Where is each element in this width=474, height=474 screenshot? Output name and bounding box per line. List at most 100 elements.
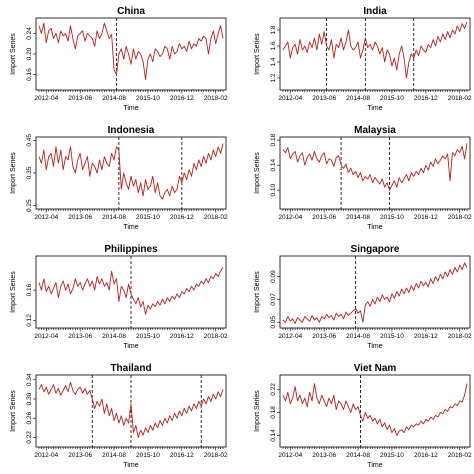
- y-axis-label: Import Series: [10, 390, 17, 432]
- x-tick-label: 2016-12: [414, 214, 438, 221]
- x-tick-label: 2018-02: [448, 452, 472, 459]
- panel-title: Malaysia: [354, 125, 396, 136]
- plot-frame: [279, 374, 471, 448]
- x-tick-label: 2015-10: [136, 452, 160, 459]
- y-tick-label: 0.20: [26, 47, 33, 60]
- x-tick-label: 2015-10: [136, 95, 160, 102]
- x-tick-label: 2018-02: [448, 95, 472, 102]
- x-tick-label: 2012-04: [34, 452, 58, 459]
- panel-title: Philippines: [104, 244, 158, 255]
- x-tick-label: 2016-12: [414, 95, 438, 102]
- x-tick-label: 2014-08: [102, 214, 126, 221]
- x-tick-label: 2018-02: [204, 95, 228, 102]
- series-line: [282, 21, 468, 79]
- x-tick-label: 2013-06: [312, 452, 336, 459]
- x-tick-label: 2014-08: [346, 95, 370, 102]
- panel-viet-nam: Viet Nam 2012-04 2013-06 2014-08 2015-10 2016…: [254, 363, 472, 469]
- y-axis-label: Import Series: [254, 33, 261, 75]
- y-tick-label: 0.26: [26, 411, 33, 424]
- x-tick-label: 2012-04: [34, 95, 58, 102]
- panel-indonesia: Indonesia 2012-04 2013-06 2014-08 2015-10 201…: [10, 125, 228, 231]
- series-line: [282, 383, 468, 436]
- y-tick-label: 0.25: [26, 199, 33, 212]
- y-tick-label: 0.16: [26, 283, 33, 296]
- panel-title: China: [117, 6, 145, 17]
- x-axis-label: Time: [367, 343, 382, 350]
- plot-frame: [35, 136, 227, 210]
- y-tick-label: 0.18: [270, 133, 277, 146]
- x-tick-label: 2013-06: [312, 333, 336, 340]
- x-tick-label: 2015-10: [380, 452, 404, 459]
- y-axis-label: Import Series: [10, 33, 17, 75]
- x-tick-label: 2014-08: [346, 214, 370, 221]
- x-tick-label: 2012-04: [278, 452, 302, 459]
- plot-frame: [279, 255, 471, 329]
- x-tick-label: 2013-06: [68, 214, 92, 221]
- x-tick-label: 2013-06: [68, 333, 92, 340]
- x-tick-label: 2018-02: [448, 214, 472, 221]
- x-axis-label: Time: [367, 224, 382, 231]
- x-tick-label: 2015-10: [136, 333, 160, 340]
- panel-title: Thailand: [110, 363, 151, 374]
- panel-title: Indonesia: [108, 125, 155, 136]
- y-tick-label: 0.18: [270, 406, 277, 419]
- panel-title: Singapore: [351, 244, 400, 255]
- series-line: [38, 143, 224, 200]
- y-tick-label: 0.14: [270, 158, 277, 171]
- y-axis-label: Import Series: [10, 152, 17, 194]
- plot-frame: [35, 17, 227, 91]
- y-tick-label: 0.05: [270, 316, 277, 329]
- x-tick-label: 2014-08: [102, 95, 126, 102]
- x-tick-label: 2016-12: [170, 95, 194, 102]
- panel-india: India 2012-04 2013-06 2014-08 2015-10 2016-12…: [254, 6, 472, 112]
- y-axis-label: Import Series: [254, 152, 261, 194]
- x-axis-label: Time: [123, 462, 138, 469]
- y-tick-label: 0.35: [26, 166, 33, 179]
- x-tick-label: 2013-06: [312, 214, 336, 221]
- x-tick-label: 2013-06: [68, 452, 92, 459]
- x-tick-label: 2012-04: [278, 333, 302, 340]
- series-line: [38, 267, 224, 315]
- x-tick-label: 2016-12: [170, 452, 194, 459]
- series-line: [282, 262, 468, 324]
- x-tick-label: 2013-06: [68, 95, 92, 102]
- y-tick-label: 1.4: [270, 57, 277, 66]
- y-tick-label: 0.09: [270, 270, 277, 283]
- x-axis-label: Time: [123, 105, 138, 112]
- x-tick-label: 2018-02: [448, 333, 472, 340]
- series-line: [38, 22, 224, 81]
- y-tick-label: 0.14: [270, 429, 277, 442]
- y-tick-label: 0.30: [26, 392, 33, 405]
- x-tick-label: 2018-02: [204, 452, 228, 459]
- y-tick-label: 0.22: [26, 431, 33, 444]
- y-tick-label: 1.2: [270, 73, 277, 82]
- x-tick-label: 2016-12: [414, 452, 438, 459]
- y-tick-label: 0.45: [26, 134, 33, 147]
- series-line: [282, 143, 468, 191]
- panel-title: Viet Nam: [354, 363, 397, 374]
- x-tick-label: 2018-02: [204, 333, 228, 340]
- y-tick-label: 1.8: [270, 25, 277, 34]
- x-axis-label: Time: [123, 343, 138, 350]
- series-line: [38, 381, 224, 438]
- x-tick-label: 2014-08: [346, 452, 370, 459]
- panel-china: China 2012-04 2013-06 2014-08 2015-10 2016-12…: [10, 6, 228, 112]
- plot-frame: [279, 136, 471, 210]
- y-tick-label: 1.6: [270, 41, 277, 50]
- x-tick-label: 2016-12: [414, 333, 438, 340]
- y-axis-label: Import Series: [10, 271, 17, 313]
- x-tick-label: 2015-10: [136, 214, 160, 221]
- y-tick-label: 0.16: [26, 68, 33, 81]
- y-axis-label: Import Series: [254, 390, 261, 432]
- x-tick-label: 2014-08: [102, 333, 126, 340]
- panel-philippines: Philippines 2012-04 2013-06 2014-08 2015-10 2…: [10, 244, 228, 350]
- y-axis-label: Import Series: [254, 271, 261, 313]
- x-tick-label: 2015-10: [380, 95, 404, 102]
- x-axis-label: Time: [367, 462, 382, 469]
- x-tick-label: 2012-04: [278, 214, 302, 221]
- panel-singapore: Singapore 2012-04 2013-06 2014-08 2015-10 201…: [254, 244, 472, 350]
- x-tick-label: 2014-08: [346, 333, 370, 340]
- plot-frame: [279, 17, 471, 91]
- y-tick-label: 0.12: [26, 314, 33, 327]
